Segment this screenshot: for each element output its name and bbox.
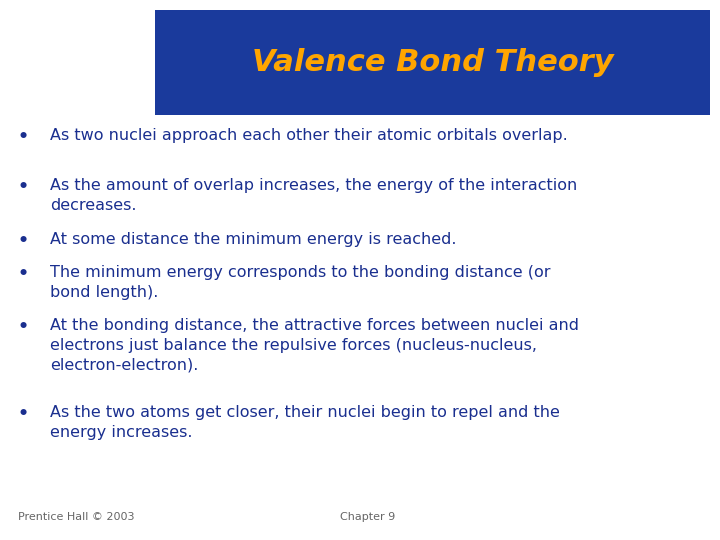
Text: The minimum energy corresponds to the bonding distance (or
bond length).: The minimum energy corresponds to the bo… bbox=[50, 265, 551, 300]
Text: •: • bbox=[18, 232, 29, 250]
Text: Valence Bond Theory: Valence Bond Theory bbox=[252, 48, 613, 77]
Text: •: • bbox=[18, 318, 29, 336]
Text: •: • bbox=[18, 178, 29, 196]
Text: Prentice Hall © 2003: Prentice Hall © 2003 bbox=[18, 512, 135, 522]
Text: At some distance the minimum energy is reached.: At some distance the minimum energy is r… bbox=[50, 232, 456, 247]
Text: •: • bbox=[18, 265, 29, 283]
Text: Chapter 9: Chapter 9 bbox=[340, 512, 395, 522]
Text: •: • bbox=[18, 405, 29, 423]
Text: As the two atoms get closer, their nuclei begin to repel and the
energy increase: As the two atoms get closer, their nucle… bbox=[50, 405, 560, 440]
Text: As two nuclei approach each other their atomic orbitals overlap.: As two nuclei approach each other their … bbox=[50, 128, 568, 143]
Text: •: • bbox=[18, 128, 29, 146]
FancyBboxPatch shape bbox=[155, 10, 710, 115]
Text: As the amount of overlap increases, the energy of the interaction
decreases.: As the amount of overlap increases, the … bbox=[50, 178, 577, 213]
Text: At the bonding distance, the attractive forces between nuclei and
electrons just: At the bonding distance, the attractive … bbox=[50, 318, 579, 373]
